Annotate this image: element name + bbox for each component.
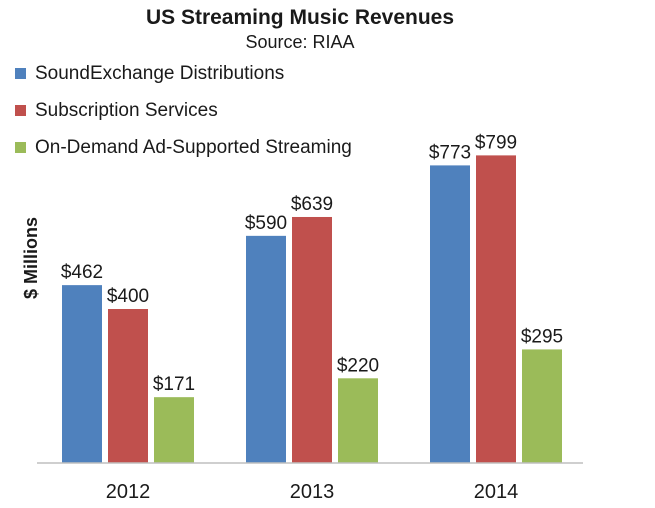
bar-subscription-services-2014 (476, 155, 516, 463)
y-axis-label: $ Millions (21, 217, 41, 299)
x-tick-label-2014: 2014 (474, 481, 519, 503)
chart-subtitle: Source: RIAA (245, 32, 354, 52)
legend-label-subscription-services: Subscription Services (35, 100, 218, 121)
data-labels: $462$400 $171 $590$639 $220 $773 $799 $295 (61, 132, 563, 395)
x-tick-label-2012: 2012 (106, 481, 151, 503)
data-label-subscription-services-2013: $639 (291, 194, 333, 215)
data-label-subscription-services-2014: $799 (475, 132, 517, 153)
data-label-on-demand-ad-supported-streaming-2013: $220 (337, 355, 379, 376)
data-label-on-demand-ad-supported-streaming-2012: $171 (153, 374, 195, 395)
bar-on-demand-ad-supported-streaming-2012 (154, 397, 194, 463)
legend: SoundExchange Distributions Subscription … (15, 63, 352, 158)
data-label-soundexchange-distributions-2014: $773 (429, 142, 471, 163)
bar-subscription-services-2012 (108, 309, 148, 463)
bar-on-demand-ad-supported-streaming-2014 (522, 349, 562, 463)
chart-title: US Streaming Music Revenues (146, 6, 454, 29)
x-tick-labels: 2012 2013 2014 (106, 481, 519, 503)
bar-on-demand-ad-supported-streaming-2013 (338, 378, 378, 463)
bar-subscription-services-2013 (292, 216, 332, 463)
legend-swatch-on-demand-ad-supported-streaming (15, 142, 26, 153)
bar-soundexchange-distributions-2012 (62, 285, 102, 463)
data-label-subscription-services-2012: $400 (107, 286, 149, 307)
data-label-on-demand-ad-supported-streaming-2014: $295 (521, 326, 563, 347)
legend-label-on-demand-ad-supported-streaming: On-Demand Ad-Supported Streaming (35, 137, 352, 158)
data-label-soundexchange-distributions-2012: $462 (61, 262, 103, 283)
legend-swatch-soundexchange-distributions (15, 68, 26, 79)
bar-soundexchange-distributions-2014 (430, 165, 470, 463)
bar-soundexchange-distributions-2013 (246, 235, 286, 463)
x-tick-label-2013: 2013 (290, 481, 335, 503)
legend-label-soundexchange-distributions: SoundExchange Distributions (35, 63, 284, 84)
data-label-soundexchange-distributions-2013: $590 (245, 213, 287, 234)
legend-swatch-subscription-services (15, 105, 26, 116)
bars (62, 155, 562, 463)
